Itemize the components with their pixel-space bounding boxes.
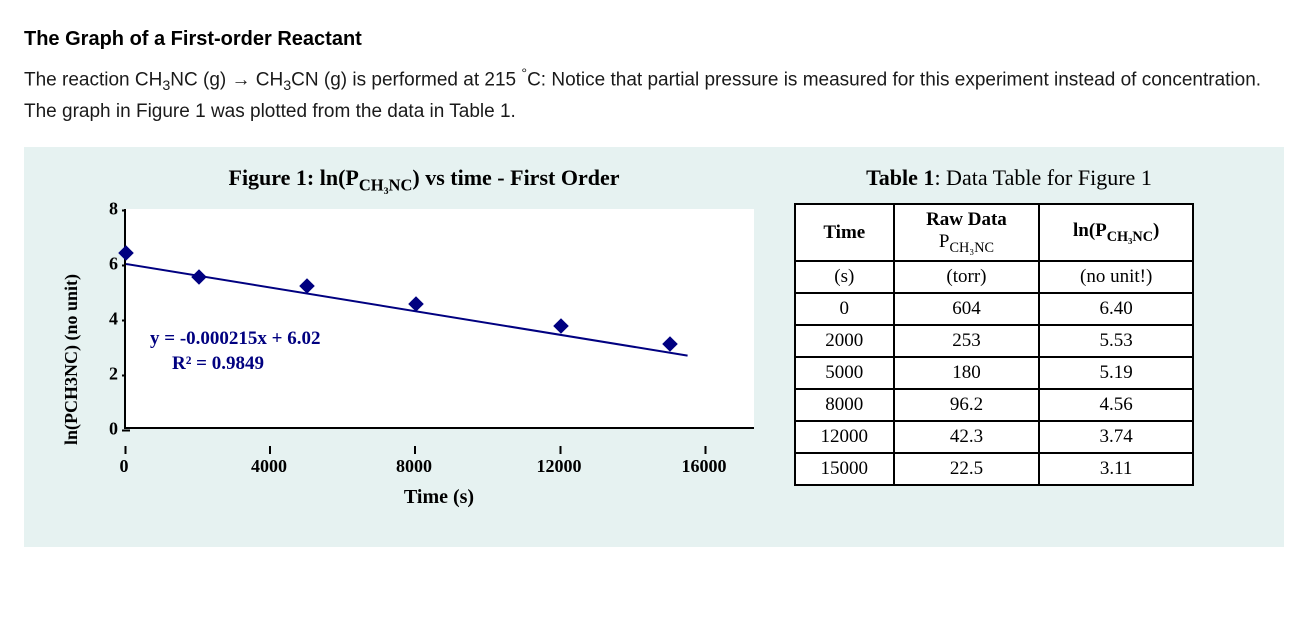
data-point	[553, 318, 569, 334]
table-cell: 15000	[795, 453, 894, 485]
y-ticks: 02468	[88, 209, 124, 429]
table-cell: 604	[894, 293, 1040, 325]
table-row: 06046.40	[795, 293, 1193, 325]
figure-1: Figure 1: ln(PCH₃NC) vs time - First Ord…	[54, 165, 754, 509]
table-cell: 96.2	[894, 389, 1040, 421]
table-cell: 3.11	[1039, 453, 1193, 485]
table-cell: 2000	[795, 325, 894, 357]
y-tick: 4	[109, 309, 118, 330]
table-cell: 4.56	[1039, 389, 1193, 421]
table-cell: 22.5	[894, 453, 1040, 485]
figure-table-panel: Figure 1: ln(PCH₃NC) vs time - First Ord…	[24, 147, 1284, 547]
col-time-header: Time	[795, 204, 894, 262]
table-cell: 0	[795, 293, 894, 325]
table-cell: 5.19	[1039, 357, 1193, 389]
data-point	[662, 336, 678, 352]
x-tick: 4000	[251, 456, 287, 477]
table-cell: 180	[894, 357, 1040, 389]
x-tick: 16000	[682, 456, 727, 477]
table-row: 800096.24.56	[795, 389, 1193, 421]
figure-title: Figure 1: ln(PCH₃NC) vs time - First Ord…	[94, 165, 754, 195]
table-row: 1200042.33.74	[795, 421, 1193, 453]
regression-equation: y = -0.000215x + 6.02R² = 0.9849	[150, 327, 320, 376]
data-point	[191, 269, 207, 285]
table-cell: 3.74	[1039, 421, 1193, 453]
table-row: 20002535.53	[795, 325, 1193, 357]
table-row: 50001805.19	[795, 357, 1193, 389]
col-unit-2: (no unit!)	[1039, 261, 1193, 293]
col-unit-0: (s)	[795, 261, 894, 293]
table-row: 1500022.53.11	[795, 453, 1193, 485]
col-rawdata-header: Raw DataPCH₃NC	[894, 204, 1040, 262]
col-ln-header: ln(PCH₃NC)	[1039, 204, 1193, 262]
x-tick: 12000	[537, 456, 582, 477]
table-cell: 5.53	[1039, 325, 1193, 357]
table-title: Table 1: Data Table for Figure 1	[794, 165, 1224, 191]
x-axis-label: Time (s)	[124, 486, 754, 509]
table-cell: 253	[894, 325, 1040, 357]
y-tick: 2	[109, 364, 118, 385]
table-cell: 8000	[795, 389, 894, 421]
y-tick: 6	[109, 254, 118, 275]
page-title: The Graph of a First-order Reactant	[24, 28, 1286, 51]
table-cell: 5000	[795, 357, 894, 389]
data-table: TimeRaw DataPCH₃NCln(PCH₃NC) (s)(torr)(no…	[794, 203, 1194, 487]
table-1: Table 1: Data Table for Figure 1 TimeRaw…	[794, 165, 1224, 487]
intro-text: The reaction CH3NC (g) → CH3CN (g) is pe…	[24, 63, 1286, 127]
col-unit-1: (torr)	[894, 261, 1040, 293]
x-tick: 8000	[396, 456, 432, 477]
table-cell: 42.3	[894, 421, 1040, 453]
y-tick: 0	[109, 419, 118, 440]
x-tick: 0	[120, 456, 129, 477]
y-tick: 8	[109, 199, 118, 220]
table-cell: 6.40	[1039, 293, 1193, 325]
table-cell: 12000	[795, 421, 894, 453]
x-ticks: 0400080001200016000	[124, 450, 704, 484]
plot-area: y = -0.000215x + 6.02R² = 0.9849	[124, 209, 754, 429]
y-axis-label: ln(PCH3NC) (no unit)	[54, 209, 88, 509]
